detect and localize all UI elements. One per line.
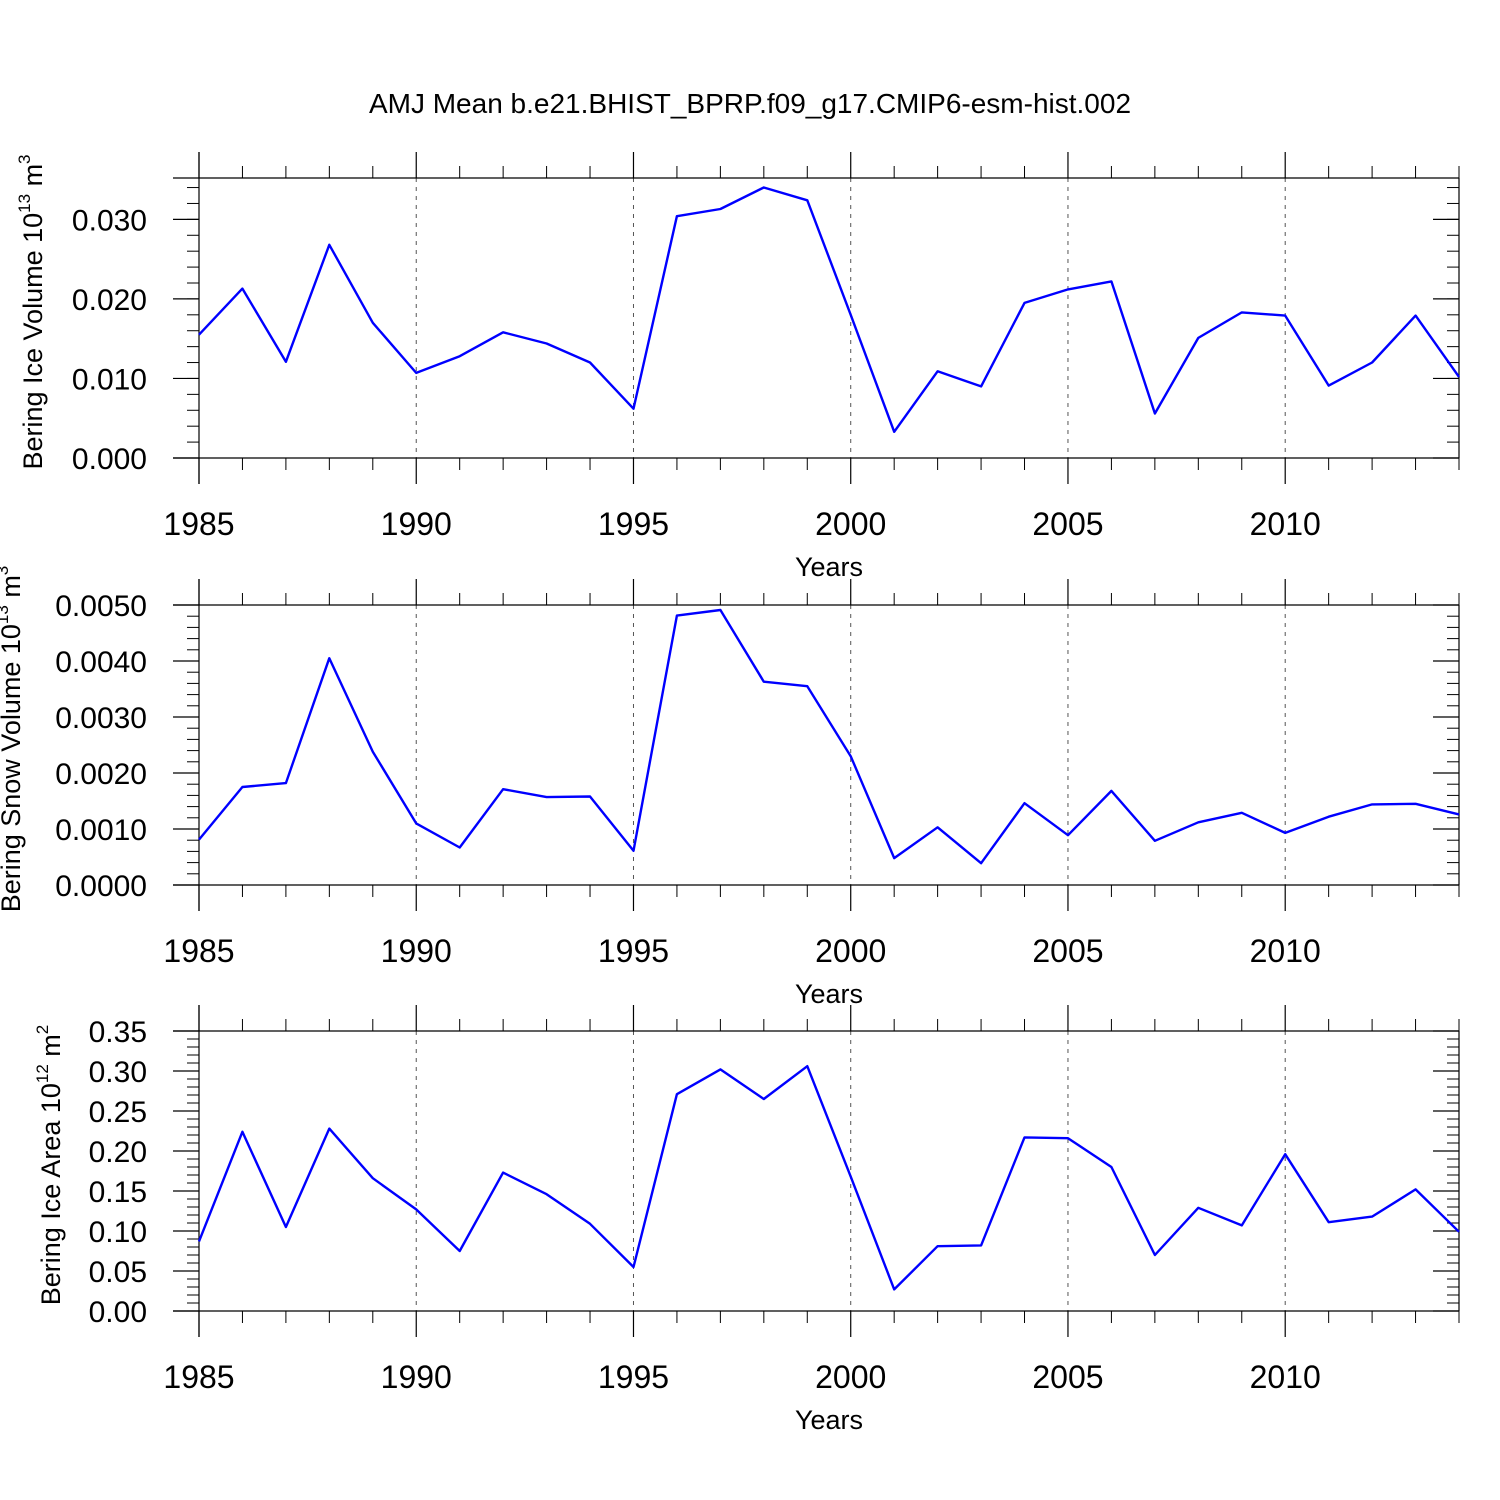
snow-volume-ylabel-unit-exponent: 3 bbox=[0, 566, 12, 575]
snow-volume-ylabel-unit: m bbox=[0, 575, 26, 605]
ice-area-ytick-label: 0.35 bbox=[89, 1016, 147, 1049]
ice-volume-xtick-label: 2005 bbox=[1032, 506, 1103, 542]
snow-volume-xtick-label: 2000 bbox=[815, 933, 886, 969]
ice-area-xaxis-label: Years bbox=[795, 1405, 863, 1435]
snow-volume-series-line bbox=[198, 608, 1460, 865]
ice-area-xtick-label: 2010 bbox=[1250, 1359, 1321, 1395]
ice-area-ytick-label: 0.00 bbox=[89, 1296, 147, 1329]
snow-volume-ytick-label: 0.0020 bbox=[55, 758, 147, 791]
ice-area-ylabel-unit: m bbox=[36, 1034, 66, 1064]
ice-area-xtick-label: 1985 bbox=[163, 1359, 234, 1395]
snow-volume-xtick-label: 1985 bbox=[163, 933, 234, 969]
snow-volume-ytick-label: 0.0030 bbox=[55, 702, 147, 735]
ice-volume-ytick-label: 0.000 bbox=[72, 443, 147, 476]
ice-volume-yaxis-label: Bering Ice Volume 1013 m3 bbox=[15, 154, 48, 469]
ice-area-panel: 0.00 0.05 0.10 0.15 0.20 0.25 0.30 0.35 1985 1990… bbox=[33, 1005, 1460, 1435]
ice-area-ylabel-text: Bering Ice Area 10 bbox=[36, 1083, 66, 1305]
snow-volume-ylabel-exponent: 13 bbox=[0, 605, 12, 624]
ice-volume-ylabel-text: Bering Ice Volume 10 bbox=[18, 213, 48, 470]
snow-volume-xtick-label: 2010 bbox=[1250, 933, 1321, 969]
ice-area-xtick-label: 1995 bbox=[598, 1359, 669, 1395]
panels: 0.000 0.010 0.020 0.030 1985 1990 1995 2000 2005… bbox=[0, 152, 1460, 1435]
ice-area-xtick-label: 1990 bbox=[381, 1359, 452, 1395]
snow-volume-ytick-label: 0.0010 bbox=[55, 814, 147, 847]
ice-area-ytick-label: 0.15 bbox=[89, 1176, 147, 1209]
ice-area-xtick-label: 2000 bbox=[815, 1359, 886, 1395]
snow-volume-ytick-label: 0.0050 bbox=[55, 590, 147, 623]
ice-area-ylabel-exponent: 12 bbox=[33, 1064, 52, 1083]
ice-volume-ylabel-unit: m bbox=[18, 164, 48, 194]
ice-area-ytick-label: 0.05 bbox=[89, 1256, 147, 1289]
ice-area-ytick-label: 0.25 bbox=[89, 1096, 147, 1129]
ice-volume-ylabel-unit-exponent: 3 bbox=[15, 154, 34, 163]
snow-volume-xtick-label: 1995 bbox=[598, 933, 669, 969]
chart-title: AMJ Mean b.e21.BHIST_BPRP.f09_g17.CMIP6-… bbox=[369, 88, 1131, 119]
ice-volume-xtick-label: 1990 bbox=[381, 506, 452, 542]
ice-volume-xtick-label: 2000 bbox=[815, 506, 886, 542]
snow-volume-yaxis-label: Bering Snow Volume 1013 m3 bbox=[0, 566, 26, 913]
snow-volume-xaxis-label: Years bbox=[795, 979, 863, 1009]
ice-volume-ytick-label: 0.030 bbox=[72, 204, 147, 237]
ice-volume-panel: 0.000 0.010 0.020 0.030 1985 1990 1995 2000 2005… bbox=[15, 152, 1460, 582]
ice-area-yaxis-label: Bering Ice Area 1012 m2 bbox=[33, 1025, 66, 1306]
ice-volume-ylabel-exponent: 13 bbox=[15, 194, 34, 213]
ice-volume-ytick-label: 0.010 bbox=[72, 363, 147, 396]
ice-area-ytick-label: 0.20 bbox=[89, 1136, 147, 1169]
snow-volume-ytick-label: 0.0040 bbox=[55, 646, 147, 679]
snow-volume-panel: 0.0000 0.0010 0.0020 0.0030 0.0040 0.0050 1985… bbox=[0, 566, 1460, 1009]
ice-area-ylabel-unit-exponent: 2 bbox=[33, 1025, 52, 1034]
ice-area-series-line bbox=[197, 1064, 1460, 1291]
snow-volume-ylabel-text: Bering Snow Volume 10 bbox=[0, 624, 26, 912]
ice-area-xtick-label: 2005 bbox=[1032, 1359, 1103, 1395]
ice-volume-series-line bbox=[198, 186, 1460, 433]
snow-volume-xtick-label: 1990 bbox=[381, 933, 452, 969]
ice-volume-ytick-label: 0.020 bbox=[72, 284, 147, 317]
ice-volume-xtick-label: 1995 bbox=[598, 506, 669, 542]
snow-volume-xtick-label: 2005 bbox=[1032, 933, 1103, 969]
ice-volume-xtick-label: 2010 bbox=[1250, 506, 1321, 542]
ice-area-ytick-label: 0.10 bbox=[89, 1216, 147, 1249]
ice-volume-xtick-label: 1985 bbox=[163, 506, 234, 542]
snow-volume-ytick-label: 0.0000 bbox=[55, 870, 147, 903]
ice-volume-xaxis-label: Years bbox=[795, 552, 863, 582]
ice-area-ytick-label: 0.30 bbox=[89, 1056, 147, 1089]
